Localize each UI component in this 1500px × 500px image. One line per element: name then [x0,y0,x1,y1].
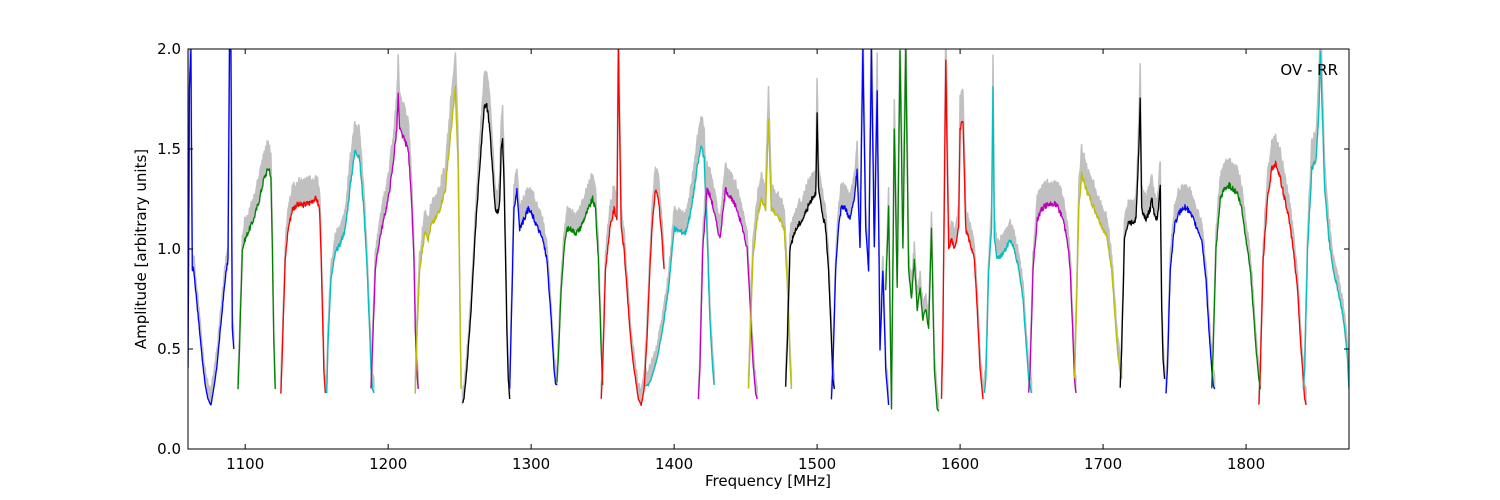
series-line-17 [940,59,984,400]
x-tick-label: 1300 [512,455,550,473]
series-line-3 [280,195,326,394]
series-line-8 [509,187,558,389]
chart-annotation: OV - RR [1280,61,1338,79]
series-layer [188,49,1349,412]
y-axis-label: Amplitude [arbitrary units] [132,149,150,349]
series-line-25 [1302,50,1349,390]
series-line-9 [556,195,604,386]
series-line-14 [785,112,835,390]
series-line-16 [885,49,940,412]
x-tick-label: 1400 [655,455,693,473]
series-line-2 [237,168,276,390]
y-axis: 0.0 0.5 1.0 1.5 2.0 [157,40,1349,458]
plot-area [188,49,1349,414]
series-line-23 [1211,181,1262,390]
x-axis-label: Frequency [MHz] [705,472,831,490]
y-tick-label: 2.0 [157,40,181,58]
series-line-10 [600,49,665,407]
series-line-21 [1119,97,1166,388]
series-line-15 [830,49,890,406]
series-line-19 [1028,200,1077,394]
series-line-1 [188,49,235,406]
x-tick-label: 1500 [798,455,836,473]
series-line-11 [644,145,715,387]
series-line-18 [983,86,1033,394]
y-tick-label: 0.0 [157,440,181,458]
y-tick-label: 0.5 [157,340,181,358]
series-line-4 [326,149,375,394]
x-axis: 1100 1200 1300 1400 1500 1600 1700 1800 [226,49,1265,473]
series-line-13 [747,118,793,390]
x-tick-label: 1700 [1084,455,1122,473]
series-line-20 [1073,171,1123,380]
series-line-24 [1258,160,1307,406]
x-tick-label: 1200 [369,455,407,473]
x-tick-label: 1100 [226,455,264,473]
series-line-12 [697,186,758,400]
series-line-7 [461,102,511,404]
y-tick-label: 1.5 [157,140,181,158]
series-line-6 [414,85,462,394]
x-tick-label: 1600 [941,455,979,473]
series-line-5 [370,92,419,390]
series-line-22 [1165,204,1216,394]
y-tick-label: 1.0 [157,240,181,258]
x-tick-label: 1800 [1227,455,1265,473]
